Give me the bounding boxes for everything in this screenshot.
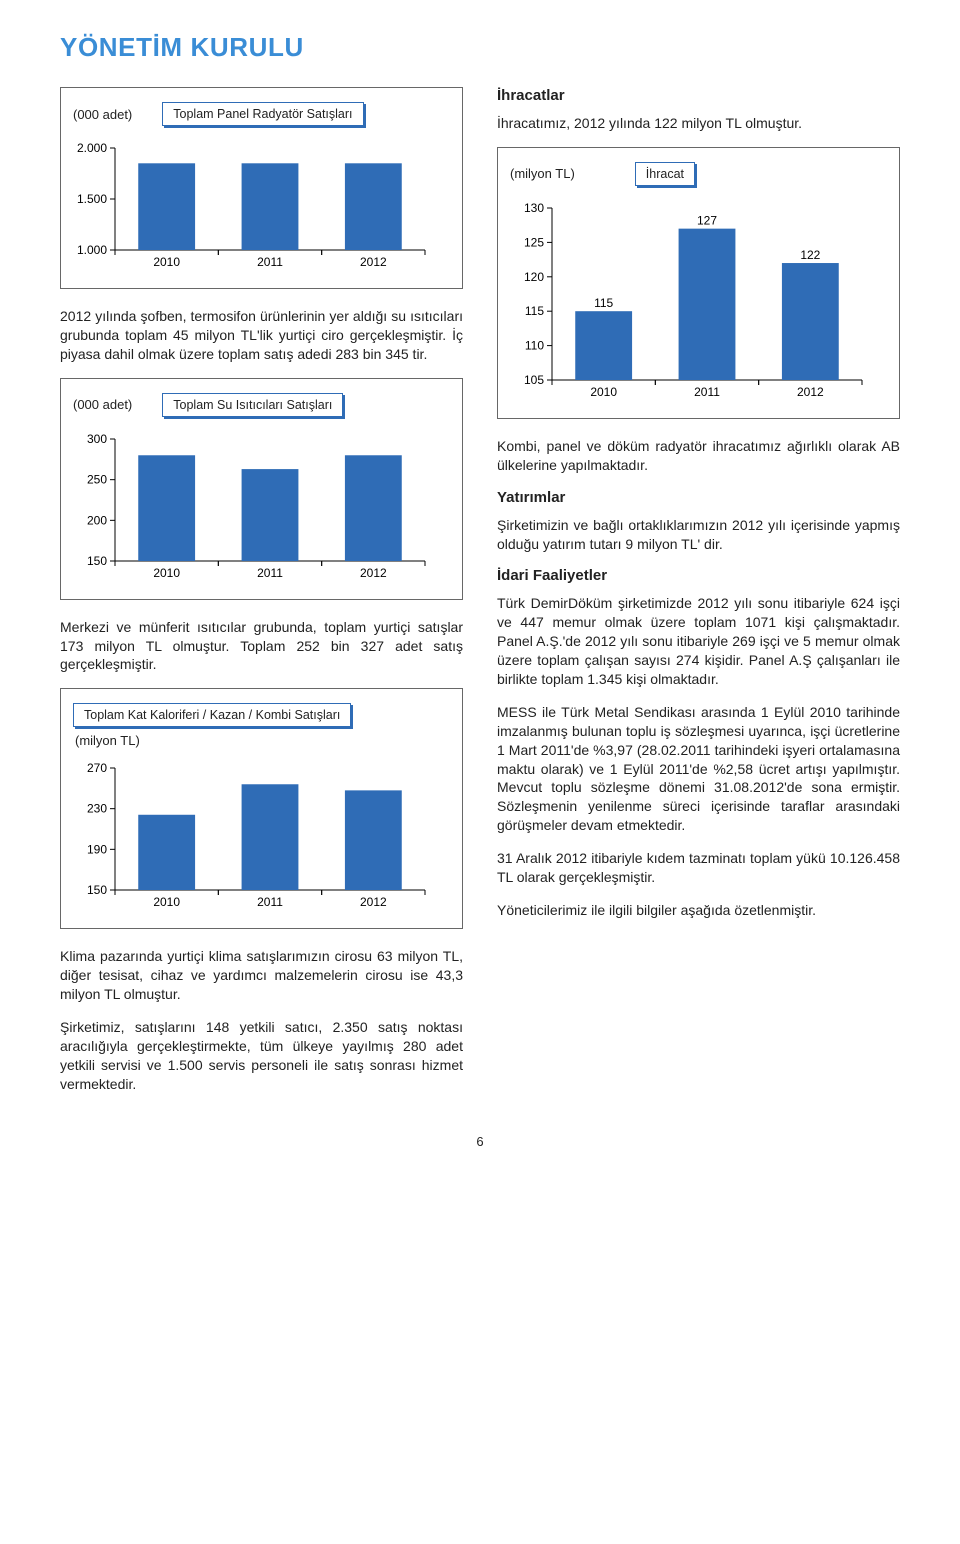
svg-text:2011: 2011 bbox=[694, 385, 720, 399]
svg-text:105: 105 bbox=[524, 373, 544, 387]
svg-text:150: 150 bbox=[87, 554, 107, 568]
svg-text:2012: 2012 bbox=[797, 385, 824, 399]
paragraph: Şirketimizin ve bağlı ortaklıklarımızın … bbox=[497, 516, 900, 554]
page-title: YÖNETİM KURULU bbox=[60, 32, 900, 63]
svg-text:2012: 2012 bbox=[360, 255, 387, 269]
chart-title: Toplam Kat Kaloriferi / Kazan / Kombi Sa… bbox=[73, 703, 351, 727]
svg-text:200: 200 bbox=[87, 513, 107, 527]
chart-svg: 105 110 115 120 125 130 2010 115 2011 127 2012 122 bbox=[510, 192, 870, 402]
chart-water-heater-sales: (000 adet) Toplam Su Isıtıcıları Satışla… bbox=[60, 378, 463, 600]
section-heading-exports: İhracatlar bbox=[497, 87, 900, 104]
svg-text:2011: 2011 bbox=[257, 895, 283, 909]
chart-exports: (milyon TL) İhracat 105 110 115 120 125 130 20… bbox=[497, 147, 900, 419]
chart-header: (milyon TL) İhracat bbox=[510, 162, 887, 186]
paragraph: Şirketimiz, satışlarını 148 yetkili satı… bbox=[60, 1018, 463, 1094]
paragraph: Klima pazarında yurtiçi klima satışlarım… bbox=[60, 947, 463, 1004]
chart-boiler-sales: Toplam Kat Kaloriferi / Kazan / Kombi Sa… bbox=[60, 688, 463, 929]
chart-svg: 150 190 230 270 2010 2011 2012 bbox=[73, 752, 433, 912]
left-column: (000 adet) Toplam Panel Radyatör Satışla… bbox=[60, 87, 463, 1108]
svg-text:130: 130 bbox=[524, 201, 544, 215]
chart-header: (000 adet) Toplam Panel Radyatör Satışla… bbox=[73, 102, 450, 126]
svg-text:190: 190 bbox=[87, 843, 107, 857]
chart-title: İhracat bbox=[635, 162, 695, 186]
svg-text:1.000: 1.000 bbox=[77, 243, 107, 257]
chart-caption: (000 adet) bbox=[73, 107, 132, 122]
svg-text:125: 125 bbox=[524, 235, 544, 249]
svg-text:115: 115 bbox=[525, 304, 544, 318]
svg-text:110: 110 bbox=[525, 338, 544, 352]
paragraph: Türk DemirDöküm şirketimizde 2012 yılı s… bbox=[497, 594, 900, 688]
paragraph: Yöneticilerimiz ile ilgili bilgiler aşağ… bbox=[497, 901, 900, 920]
svg-text:115: 115 bbox=[594, 296, 613, 310]
svg-text:2010: 2010 bbox=[153, 255, 180, 269]
svg-text:2011: 2011 bbox=[257, 255, 283, 269]
svg-text:122: 122 bbox=[800, 248, 820, 262]
svg-text:2012: 2012 bbox=[360, 566, 387, 580]
svg-text:2012: 2012 bbox=[360, 895, 387, 909]
chart-svg: 150 200 250 300 2010 2011 2012 bbox=[73, 423, 433, 583]
svg-text:2010: 2010 bbox=[590, 385, 617, 399]
chart-panel-radiator-sales: (000 adet) Toplam Panel Radyatör Satışla… bbox=[60, 87, 463, 289]
two-column-layout: (000 adet) Toplam Panel Radyatör Satışla… bbox=[60, 87, 900, 1108]
section-heading-investments: Yatırımlar bbox=[497, 489, 900, 506]
svg-text:120: 120 bbox=[524, 270, 544, 284]
chart-caption: (000 adet) bbox=[73, 397, 132, 412]
chart-caption: (milyon TL) bbox=[510, 166, 575, 181]
chart-title: Toplam Su Isıtıcıları Satışları bbox=[162, 393, 343, 417]
page-number: 6 bbox=[60, 1134, 900, 1149]
svg-text:2.000: 2.000 bbox=[77, 141, 107, 155]
chart-svg: 1.000 1.500 2.000 2010 2011 2012 bbox=[73, 132, 433, 272]
svg-text:1.500: 1.500 bbox=[77, 192, 107, 206]
svg-text:300: 300 bbox=[87, 432, 107, 446]
svg-text:127: 127 bbox=[697, 214, 717, 228]
chart-title: Toplam Panel Radyatör Satışları bbox=[162, 102, 363, 126]
svg-text:230: 230 bbox=[87, 802, 107, 816]
right-column: İhracatlar İhracatımız, 2012 yılında 122… bbox=[497, 87, 900, 1108]
paragraph: 31 Aralık 2012 itibariyle kıdem tazminat… bbox=[497, 849, 900, 887]
svg-text:2010: 2010 bbox=[153, 566, 180, 580]
svg-text:2011: 2011 bbox=[257, 566, 283, 580]
svg-text:270: 270 bbox=[87, 761, 107, 775]
chart-header: (000 adet) Toplam Su Isıtıcıları Satışla… bbox=[73, 393, 450, 417]
svg-text:150: 150 bbox=[87, 883, 107, 897]
chart-caption: (milyon TL) bbox=[75, 733, 450, 748]
paragraph: MESS ile Türk Metal Sendikası arasında 1… bbox=[497, 703, 900, 835]
paragraph: Kombi, panel ve döküm radyatör ihracatım… bbox=[497, 437, 900, 475]
paragraph: Merkezi ve münferit ısıtıcılar grubunda,… bbox=[60, 618, 463, 675]
svg-text:2010: 2010 bbox=[153, 895, 180, 909]
svg-text:250: 250 bbox=[87, 472, 107, 486]
paragraph: 2012 yılında şofben, termosifon ürünleri… bbox=[60, 307, 463, 364]
section-heading-admin: İdari Faaliyetler bbox=[497, 567, 900, 584]
paragraph: İhracatımız, 2012 yılında 122 milyon TL … bbox=[497, 114, 900, 133]
